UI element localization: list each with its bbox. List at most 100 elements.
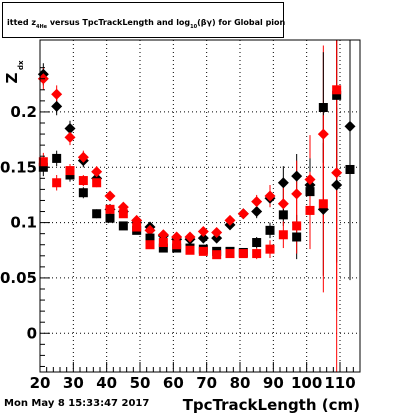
data-point-square [52,178,62,188]
data-point-diamond [51,88,63,100]
data-point-square [185,245,195,255]
x-tick-label: 70 [196,374,217,392]
data-point-square [252,249,262,259]
title-z-sub: 4He [36,24,48,30]
data-markers [37,68,356,260]
axis-ticks [39,67,361,372]
data-point-diamond [264,190,276,202]
data-point-square [78,188,88,198]
data-point-square [318,103,328,113]
data-point-diamond [51,100,63,112]
data-point-diamond [197,232,209,244]
data-point-square [225,249,235,259]
y-axis-title-sub: dx [17,60,25,70]
title-log-sub: 10 [190,24,197,30]
title-z: z [31,18,36,27]
data-point-square [158,243,168,253]
data-point-diamond [317,128,329,140]
data-point-diamond [251,206,263,218]
data-point-square [345,164,355,174]
data-point-square [238,249,248,259]
data-point-square [92,209,102,219]
title-suffix: (βγ) for Global pion+ [197,18,285,27]
data-point-square [278,210,288,220]
data-point-square [38,157,48,167]
data-point-square [145,233,155,243]
data-point-diamond [331,179,343,191]
data-point-square [52,153,62,163]
tick-labels: 20 30 40 50 60 70 80 90 100 110 0 0.05 0.1 0.15 0.2 [0,103,356,392]
data-point-square [92,178,102,188]
svg-text:Z: Z [3,72,21,83]
plot-title: itted z4He versus TpcTrackLength and log… [7,18,292,30]
data-point-diamond [224,214,236,226]
data-point-diamond [251,196,263,208]
title-prefix: itted [7,18,31,27]
data-point-diamond [304,173,316,185]
x-tick-label: 50 [130,374,151,392]
x-tick-label: 60 [163,374,184,392]
data-point-diamond [237,208,249,220]
plot-title-box: itted z4He versus TpcTrackLength and log… [2,2,292,38]
y-tick-label: 0.1 [10,214,37,232]
data-point-square [305,205,315,215]
data-point-square [145,240,155,250]
data-point-square [65,166,75,176]
data-point-diamond [64,131,76,143]
data-point-diamond [64,123,76,135]
x-axis-title: TpcTrackLength (cm) [183,396,360,414]
data-point-square [105,213,115,223]
x-tick-label: 80 [230,374,251,392]
y-axis-title: Z dx [3,60,25,83]
x-tick-label: 30 [63,374,84,392]
data-point-square [265,225,275,235]
data-point-square [292,221,302,231]
data-point-square [332,85,342,95]
data-point-square [278,230,288,240]
data-point-square [252,238,262,248]
data-point-square [318,199,328,209]
data-point-diamond [77,151,89,163]
y-tick-label: 0.05 [0,269,37,287]
data-point-diamond [291,170,303,182]
data-point-square [118,209,128,219]
x-tick-label: 100 [291,374,322,392]
data-point-diamond [291,188,303,200]
data-point-diamond [104,190,116,202]
svg-text:itted z4He versus TpcTrackLeng: itted z4He versus TpcTrackLength and log… [7,18,285,30]
data-point-diamond [197,225,209,237]
data-point-square [332,90,342,100]
data-point-diamond [91,166,103,178]
x-tick-label: 40 [96,374,117,392]
y-tick-label: 0.2 [10,103,37,121]
data-point-diamond [184,231,196,243]
data-point-square [305,187,315,197]
data-point-diamond [171,231,183,243]
x-tick-label: 110 [324,374,355,392]
data-point-diamond [157,229,169,241]
grid-lines [39,40,360,372]
data-point-diamond [277,198,289,210]
title-middle: versus TpcTrackLength and log [47,18,190,27]
data-point-diamond [211,227,223,239]
y-axis-title-main: Z [3,72,21,83]
y-tick-label: 0.15 [0,158,37,176]
data-point-square [132,222,142,232]
data-point-square [265,244,275,254]
data-point-diamond [211,232,223,244]
data-point-square [78,176,88,186]
data-point-square [105,204,115,214]
data-point-diamond [277,177,289,189]
x-tick-label: 90 [263,374,284,392]
data-point-square [118,221,128,231]
data-point-square [212,250,222,260]
x-tick-label: 20 [30,374,51,392]
footer-timestamp: Mon May 8 15:33:47 2017 [4,398,150,409]
data-point-diamond [144,224,156,236]
data-point-diamond [331,167,343,179]
data-point-square [172,240,182,250]
data-point-square [198,246,208,256]
data-point-diamond [344,120,356,132]
data-point-square [158,238,168,248]
